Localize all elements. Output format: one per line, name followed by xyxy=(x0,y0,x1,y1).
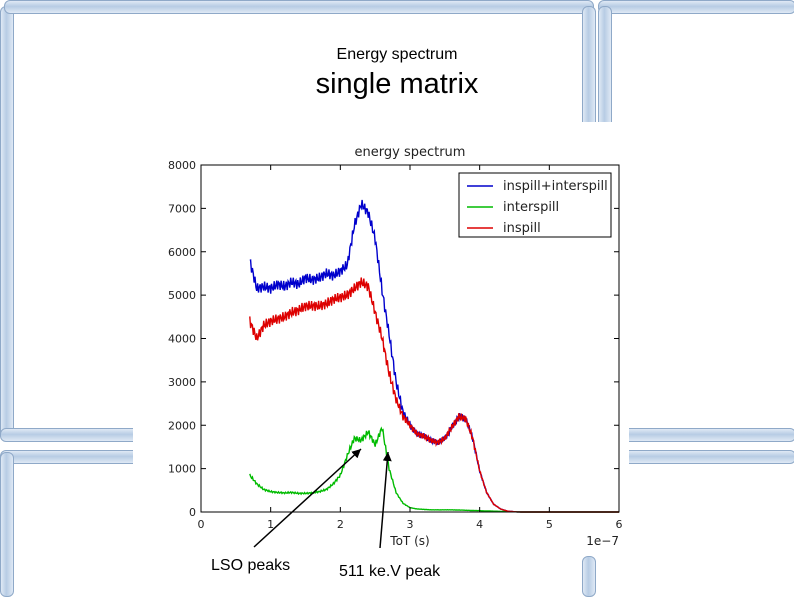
511-kev-peak-label: 511 ke.V peak xyxy=(339,563,441,580)
frame-top-bar-right xyxy=(598,0,794,14)
y-tick-label: 2000 xyxy=(168,419,196,432)
frame-lower-left-bar xyxy=(0,452,14,597)
x-tick-label: 3 xyxy=(407,518,414,531)
x-tick-label: 0 xyxy=(198,518,205,531)
chart-title: energy spectrum xyxy=(355,145,466,160)
y-tick-label: 0 xyxy=(189,506,196,519)
y-tick-label: 4000 xyxy=(168,333,196,346)
frame-lower-right-bar xyxy=(582,556,596,597)
legend-label: inspill xyxy=(503,221,541,236)
x-tick-label: 4 xyxy=(476,518,483,531)
x-tick-label: 2 xyxy=(337,518,344,531)
series-line-inspill-interspill xyxy=(249,199,619,513)
chart-area: 0 1 2 3 4 5 6 0 1000 2000 3000 4000 5000 6000 7000 8000… xyxy=(133,122,629,554)
x-axis-multiplier: 1e−7 xyxy=(586,534,619,548)
slide-title: single matrix xyxy=(315,68,479,100)
slide-subtitle: Energy spectrum xyxy=(336,46,458,63)
x-tick-label: 5 xyxy=(546,518,553,531)
series-line-inspill xyxy=(249,277,619,513)
x-tick-label: 6 xyxy=(616,518,623,531)
y-tick-label: 7000 xyxy=(168,202,196,215)
x-axis-label: ToT (s) xyxy=(389,534,429,548)
y-tick-label: 8000 xyxy=(168,159,196,172)
legend-box xyxy=(458,172,612,238)
lso-peaks-label: LSO peaks xyxy=(211,557,291,574)
energy-spectrum-chart: 0 1 2 3 4 5 6 0 1000 2000 3000 4000 5000 6000 7000 8000… xyxy=(168,145,623,548)
y-tick-label: 1000 xyxy=(168,463,196,476)
y-tick-label: 5000 xyxy=(168,289,196,302)
y-tick-label: 3000 xyxy=(168,376,196,389)
legend-label: inspill+interspill xyxy=(503,179,608,194)
y-tick-label: 6000 xyxy=(168,246,196,259)
x-tick-label: 1 xyxy=(267,518,274,531)
legend-label: interspill xyxy=(503,200,559,215)
frame-top-bar xyxy=(4,0,594,14)
